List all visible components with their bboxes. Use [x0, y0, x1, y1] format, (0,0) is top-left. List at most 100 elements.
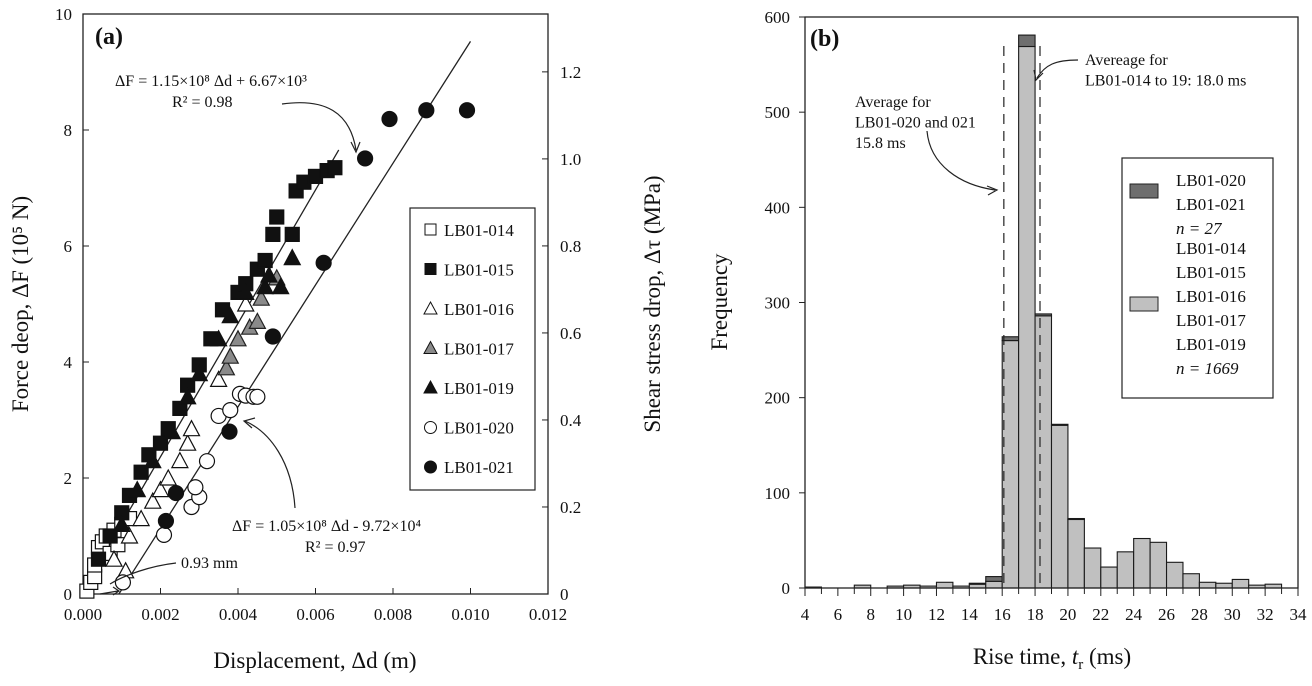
- x-axis-title-a: Displacement, Δd (m): [213, 648, 416, 673]
- data-point-lb01-021: [357, 150, 374, 167]
- data-point-lb01-021: [418, 102, 435, 119]
- data-point-lb01-017: [217, 358, 236, 376]
- data-point-lb01-016: [182, 419, 201, 437]
- x-tick-label: 0.002: [141, 605, 179, 624]
- arrowhead-3: [99, 586, 121, 596]
- data-point-lb01-021: [221, 423, 238, 440]
- legend-label: LB01-017: [1176, 311, 1246, 330]
- legend-marker: [424, 263, 437, 275]
- x-axis-title-b: Rise time, tr (ms): [973, 644, 1131, 673]
- panel-b-label: (b): [810, 26, 839, 52]
- y-tick-label: 300: [765, 294, 791, 313]
- data-point-lb01-021: [167, 484, 185, 502]
- data-point-lb01-019: [112, 515, 131, 532]
- x-tick-label: 8: [866, 605, 875, 624]
- legend-item-b-2: LB01-014 LB01-015 LB01-016 LB01-017 LB01-019…: [1129, 239, 1246, 378]
- data-point-lb01-015: [269, 209, 285, 225]
- legend-marker: [424, 223, 437, 236]
- arrowhead-b2: [1033, 69, 1044, 82]
- average-annotation-1: LB01-020 and 021: [855, 115, 976, 132]
- fit-r2-1: R² = 0.98: [172, 94, 233, 111]
- data-point-lb01-017: [252, 288, 271, 306]
- x-tick-label: 6: [834, 605, 843, 624]
- x-tick-label: 0.010: [451, 605, 489, 624]
- fit-equation-2: ΔF = 1.05×10⁸ Δd - 9.72×10⁴: [232, 518, 421, 535]
- legend-label: LB01-021: [444, 458, 514, 477]
- average-annotation-1: Average for: [855, 94, 931, 111]
- x-tick-label: 34: [1290, 605, 1308, 624]
- data-point-lb01-016: [105, 549, 123, 567]
- x-tick-label: 26: [1158, 605, 1175, 624]
- y-tick-label: 0: [64, 585, 73, 604]
- legend-item-b-1: LB01-020 LB01-021 n = 27: [1129, 171, 1246, 238]
- average-annotation-1: 15.8 ms: [855, 135, 906, 152]
- legend-swatch: [1129, 296, 1159, 312]
- legend-label: LB01-019: [1176, 335, 1246, 354]
- legend-item-lb01-019: LB01-019: [423, 379, 514, 398]
- data-point-lb01-016: [209, 370, 228, 387]
- panel-a: (a) 0.000 0.002 0.004 0.006 0.008 0.010 0.0120…: [8, 5, 665, 673]
- data-point-lb01-020: [187, 479, 204, 496]
- data-point-lb01-016: [151, 480, 170, 498]
- annotation-arrow-3: [109, 562, 177, 585]
- data-point-lb01-016: [120, 526, 139, 544]
- bar-lb01-014-019: [985, 580, 1003, 589]
- data-point-lb01-021: [315, 254, 332, 271]
- y2-tick-label: 1.2: [560, 63, 581, 82]
- bar-lb01-014-019: [1034, 315, 1053, 589]
- x-tick-label: 10: [895, 605, 912, 624]
- legend-item-lb01-014: LB01-014: [424, 221, 514, 240]
- legend-a: LB01-014 LB01-015 LB01-016 LB01-017 LB01-019…: [409, 207, 536, 491]
- panel-b: (b) 4 6 8 10 12 14 16 18 20 22 24 26 28 30 32 34 0 100 200…: [707, 8, 1308, 673]
- legend-label: LB01-020: [1176, 171, 1246, 190]
- x-tick-label: 24: [1125, 605, 1143, 624]
- bar-lb01-014-019: [935, 581, 954, 589]
- data-point-lb01-020: [198, 453, 216, 470]
- bar-lb01-014-019: [1050, 424, 1069, 589]
- data-point-lb01-015: [133, 464, 149, 480]
- data-point-lb01-017: [229, 329, 247, 347]
- legend-marker: [423, 340, 438, 354]
- data-point-lb01-016: [170, 451, 189, 469]
- legend-item-lb01-020: LB01-020: [424, 419, 514, 438]
- y-tick-label: 0: [782, 579, 791, 598]
- data-point-lb01-019: [260, 265, 278, 283]
- arrowhead-2: [242, 417, 256, 429]
- legend-label: LB01-016: [1176, 287, 1246, 306]
- y2-tick-label: 0.2: [560, 498, 581, 517]
- bar-lb01-014-019: [1001, 340, 1020, 589]
- data-point-lb01-015: [257, 252, 273, 269]
- y-tick-label: 4: [64, 353, 73, 372]
- bar-lb01-014-019: [1100, 566, 1118, 589]
- x-tick-label: 12: [928, 605, 945, 624]
- bar-lb01-014-019: [1165, 561, 1184, 589]
- data-point-lb01-019: [236, 283, 255, 300]
- y2-axis-title-a: Shear stress drop, Δτ (MPa): [640, 175, 665, 432]
- legend-count: n = 1669: [1176, 359, 1239, 378]
- x-axis-title-b-unit: (ms): [1083, 644, 1131, 669]
- data-point-lb01-019: [128, 480, 147, 498]
- data-point-lb01-015: [90, 551, 107, 567]
- legend-count: n = 27: [1176, 219, 1223, 238]
- x-tick-label: 14: [961, 605, 979, 624]
- annotation-arrow-1: [281, 102, 357, 151]
- arrowhead-1: [350, 141, 361, 154]
- legend-label: LB01-017: [444, 340, 514, 359]
- bar-lb01-020-021: [1018, 34, 1036, 48]
- x-tick-label: 20: [1059, 605, 1076, 624]
- bar-lb01-020-021: [985, 576, 1003, 582]
- x-tick-label: 0.004: [219, 605, 258, 624]
- fit-equation-1: ΔF = 1.15×10⁸ Δd + 6.67×10³: [115, 73, 307, 90]
- bar-lb01-014-019: [1149, 541, 1168, 589]
- x-tick-label: 28: [1191, 605, 1208, 624]
- data-point-lb01-019: [190, 364, 209, 382]
- bar-lb01-020-021: [1050, 423, 1069, 426]
- legend-label: LB01-014: [444, 221, 514, 240]
- legend-marker: [423, 300, 438, 315]
- data-point-lb01-019: [143, 451, 162, 469]
- bar-lb01-014-019: [1198, 581, 1217, 589]
- data-point-lb01-015: [102, 528, 118, 544]
- fit-r2-2: R² = 0.97: [305, 539, 366, 556]
- bar-lb01-014-019: [1083, 547, 1102, 589]
- bar-lb01-014-019: [1215, 582, 1233, 589]
